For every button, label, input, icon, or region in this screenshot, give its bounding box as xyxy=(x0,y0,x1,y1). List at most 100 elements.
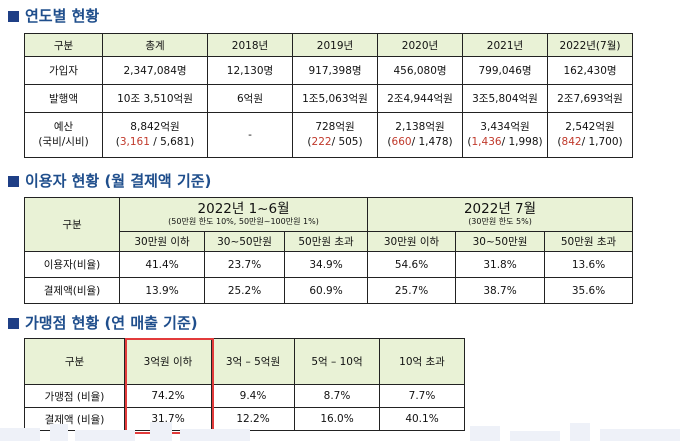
table-cell: 60.9% xyxy=(283,277,369,304)
header-cell: 구분 xyxy=(24,33,103,57)
table-row: 가입자 2,347,084명 12,130명 917,398명 456,080명… xyxy=(24,56,633,85)
yearly-table: 구분 총계 2018년 2019년 2020년 2021년 2022년(7월) … xyxy=(24,33,633,158)
header-cell: 2019년 xyxy=(292,33,378,57)
table-cell: 13.9% xyxy=(119,277,205,304)
header-cell: 10억 초과 xyxy=(379,338,465,385)
group-subtitle: (30만원 한도 5%) xyxy=(468,217,532,226)
table-cell: 6억원 xyxy=(207,84,293,113)
group-header-july: 2022년 7월 (30만원 한도 5%) xyxy=(367,197,634,232)
city-amount: / 505) xyxy=(331,136,363,148)
table-row: 결제액(비율) 13.9% 25.2% 60.9% 25.7% 38.7% 35… xyxy=(24,277,634,304)
table-row: 이용자(비율) 41.4% 23.7% 34.9% 54.6% 31.8% 13… xyxy=(24,251,634,278)
row-label: 이용자(비율) xyxy=(24,251,120,278)
header-cell: 총계 xyxy=(102,33,208,57)
city-amount: / 1,478) xyxy=(411,136,453,148)
city-amount: / 1,700) xyxy=(581,136,623,148)
bullet-square-icon xyxy=(8,175,19,187)
group-title: 2022년 1~6월 xyxy=(197,201,290,217)
national-amount: 3,161 xyxy=(119,136,150,148)
row-label: 결제액 (비율) xyxy=(24,407,125,431)
header-cell: 2021년 xyxy=(462,33,548,57)
table-cell: 35.6% xyxy=(544,277,634,304)
subheader-cell: 50만원 초과 xyxy=(283,231,369,252)
table-cell: 23.7% xyxy=(204,251,285,278)
header-cell: 5억 – 10억 xyxy=(294,338,380,385)
subheader-cell: 30만원 이하 xyxy=(119,231,205,252)
section-title-text: 연도별 현황 xyxy=(25,7,100,25)
budget-amount: 8,842억원 xyxy=(130,121,180,133)
budget-cell: 2,138억원 (660/ 1,478) xyxy=(377,112,463,158)
header-cell: 구분 xyxy=(24,338,125,385)
table-cell: 10조 3,510억원 xyxy=(102,84,208,113)
table-cell: 25.2% xyxy=(204,277,285,304)
table-cell: 31.8% xyxy=(455,251,546,278)
table-cell: 456,080명 xyxy=(377,56,463,85)
national-amount: 660 xyxy=(391,136,412,148)
header-cell: 2018년 xyxy=(207,33,293,57)
header-corner: 구분 xyxy=(24,197,120,252)
budget-row: 예산 (국비/시비) 8,842억원 (3,161 / 5,681) - 728… xyxy=(24,112,633,158)
table-row: 결제액 (비율) 31.7% 12.2% 16.0% 40.1% xyxy=(24,407,465,431)
group-subtitle: (50만원 한도 10%, 50만원~100만원 1%) xyxy=(168,217,319,226)
section-title-text: 가맹점 현황 (연 매출 기준) xyxy=(25,314,198,332)
table-cell: 7.7% xyxy=(379,384,465,408)
row-label: 가입자 xyxy=(24,56,103,85)
subheader-cell: 50만원 초과 xyxy=(544,231,634,252)
table-cell: 12.2% xyxy=(211,407,295,431)
budget-amount: 728억원 xyxy=(315,121,355,133)
table-cell: 41.4% xyxy=(119,251,205,278)
subheader-cell: 30~50만원 xyxy=(455,231,546,252)
budget-sublabel: (국비/시비) xyxy=(38,136,89,148)
budget-cell: - xyxy=(207,112,293,158)
row-label-budget: 예산 (국비/시비) xyxy=(24,112,103,158)
group-title: 2022년 7월 xyxy=(463,201,537,217)
subheader-cell: 30만원 이하 xyxy=(367,231,457,252)
row-label: 결제액(비율) xyxy=(24,277,120,304)
table-cell: 54.6% xyxy=(367,251,457,278)
section-title-users: 이용자 현황 (월 결제액 기준) xyxy=(8,172,211,190)
table-cell: 16.0% xyxy=(294,407,380,431)
table-cell: 12,130명 xyxy=(207,56,293,85)
table-cell: 8.7% xyxy=(294,384,380,408)
table-cell: 34.9% xyxy=(283,251,369,278)
table-cell: 1조5,063억원 xyxy=(292,84,378,113)
table-cell: 38.7% xyxy=(455,277,546,304)
table-cell: 3조5,804억원 xyxy=(462,84,548,113)
city-amount: / 1,998) xyxy=(501,136,543,148)
table-cell: 9.4% xyxy=(211,384,295,408)
bullet-square-icon xyxy=(8,10,19,22)
table-cell: 2조7,693억원 xyxy=(547,84,633,113)
budget-amount: 2,138억원 xyxy=(395,121,445,133)
section-title-merchants: 가맹점 현황 (연 매출 기준) xyxy=(8,314,198,332)
row-label: 발행액 xyxy=(24,84,103,113)
table-cell: 2조4,944억원 xyxy=(377,84,463,113)
header-cell: 3억 – 5억원 xyxy=(211,338,295,385)
table-cell: 13.6% xyxy=(544,251,634,278)
section-title-text: 이용자 현황 (월 결제액 기준) xyxy=(25,172,212,190)
merchants-table: 구분 3억원 이하 3억 – 5억원 5억 – 10억 10억 초과 가맹점 (… xyxy=(24,338,465,431)
budget-amount: - xyxy=(248,129,252,141)
table-cell: 162,430명 xyxy=(547,56,633,85)
skyline-decoration xyxy=(0,422,680,441)
subheader-cell: 30~50만원 xyxy=(204,231,285,252)
budget-cell: 728억원 (222/ 505) xyxy=(292,112,378,158)
table-cell: 799,046명 xyxy=(462,56,548,85)
table-cell: 2,347,084명 xyxy=(102,56,208,85)
budget-amount: 2,542억원 xyxy=(565,121,615,133)
section-title-yearly: 연도별 현황 xyxy=(8,7,99,25)
bullet-square-icon xyxy=(8,317,19,329)
budget-amount: 3,434억원 xyxy=(480,121,530,133)
budget-label: 예산 xyxy=(53,121,74,133)
city-amount: / 5,681) xyxy=(153,136,195,148)
table-row: 발행액 10조 3,510억원 6억원 1조5,063억원 2조4,944억원 … xyxy=(24,84,633,113)
budget-cell: 8,842억원 (3,161 / 5,681) xyxy=(102,112,208,158)
national-amount: 1,436 xyxy=(471,136,502,148)
header-cell: 2020년 xyxy=(377,33,463,57)
national-amount: 842 xyxy=(561,136,582,148)
header-cell: 3억원 이하 xyxy=(124,338,212,385)
users-table: 구분 2022년 1~6월 (50만원 한도 10%, 50만원~100만원 1… xyxy=(24,197,634,304)
table-row: 가맹점 (비율) 74.2% 9.4% 8.7% 7.7% xyxy=(24,384,465,408)
header-cell: 2022년(7월) xyxy=(547,33,633,57)
table-cell: 25.7% xyxy=(367,277,457,304)
national-amount: 222 xyxy=(311,136,332,148)
